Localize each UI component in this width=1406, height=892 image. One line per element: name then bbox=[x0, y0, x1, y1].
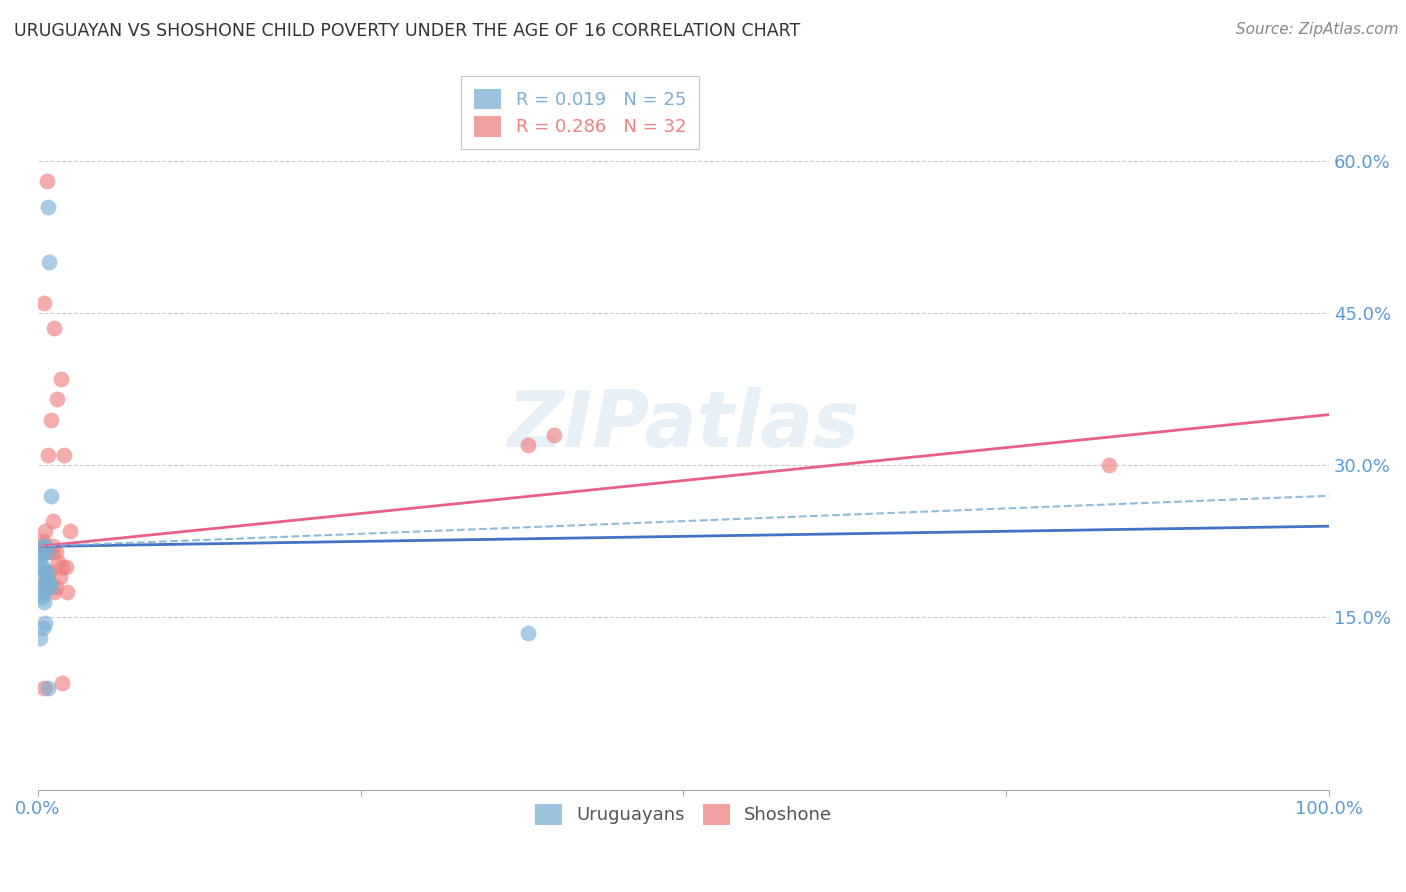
Point bbox=[31, 585, 53, 599]
Point bbox=[37, 448, 59, 462]
Point bbox=[44, 585, 66, 599]
Point bbox=[30, 631, 52, 645]
Point bbox=[49, 372, 72, 386]
Point bbox=[31, 590, 53, 604]
Point bbox=[30, 549, 52, 564]
Point bbox=[517, 438, 540, 452]
Point bbox=[34, 615, 56, 630]
Point bbox=[48, 570, 70, 584]
Point bbox=[31, 540, 53, 554]
Point bbox=[35, 544, 58, 558]
Point bbox=[37, 544, 59, 558]
Point bbox=[35, 174, 58, 188]
Point bbox=[38, 565, 60, 579]
Point bbox=[38, 255, 60, 269]
Point bbox=[42, 540, 65, 554]
Point bbox=[46, 392, 69, 407]
Point bbox=[31, 559, 53, 574]
Point bbox=[34, 524, 56, 539]
Point bbox=[46, 555, 69, 569]
Point bbox=[39, 580, 62, 594]
Point bbox=[31, 534, 53, 549]
Point bbox=[59, 524, 82, 539]
Point bbox=[32, 296, 55, 310]
Point bbox=[34, 540, 56, 554]
Point bbox=[31, 621, 53, 635]
Point bbox=[543, 428, 565, 442]
Text: ZIPatlas: ZIPatlas bbox=[508, 387, 859, 463]
Point bbox=[34, 574, 56, 589]
Text: Source: ZipAtlas.com: Source: ZipAtlas.com bbox=[1236, 22, 1399, 37]
Point bbox=[28, 555, 51, 569]
Point bbox=[37, 200, 59, 214]
Point bbox=[32, 540, 55, 554]
Point bbox=[32, 580, 55, 594]
Point bbox=[31, 570, 53, 584]
Point bbox=[35, 574, 58, 589]
Text: URUGUAYAN VS SHOSHONE CHILD POVERTY UNDER THE AGE OF 16 CORRELATION CHART: URUGUAYAN VS SHOSHONE CHILD POVERTY UNDE… bbox=[14, 22, 800, 40]
Point bbox=[35, 565, 58, 579]
Point bbox=[32, 681, 55, 696]
Point bbox=[56, 585, 79, 599]
Point bbox=[51, 559, 73, 574]
Point bbox=[45, 580, 67, 594]
Point bbox=[39, 412, 62, 426]
Point bbox=[44, 321, 66, 335]
Point bbox=[34, 565, 56, 579]
Point bbox=[37, 681, 59, 696]
Legend: Uruguayans, Shoshone: Uruguayans, Shoshone bbox=[523, 793, 844, 836]
Point bbox=[42, 514, 65, 528]
Point bbox=[31, 544, 53, 558]
Point bbox=[32, 595, 55, 609]
Point bbox=[38, 574, 60, 589]
Point bbox=[37, 580, 59, 594]
Point bbox=[41, 544, 63, 558]
Point bbox=[52, 448, 75, 462]
Point bbox=[51, 676, 73, 690]
Point bbox=[55, 559, 77, 574]
Point bbox=[39, 489, 62, 503]
Point bbox=[517, 625, 540, 640]
Point bbox=[45, 544, 67, 558]
Point bbox=[1098, 458, 1121, 473]
